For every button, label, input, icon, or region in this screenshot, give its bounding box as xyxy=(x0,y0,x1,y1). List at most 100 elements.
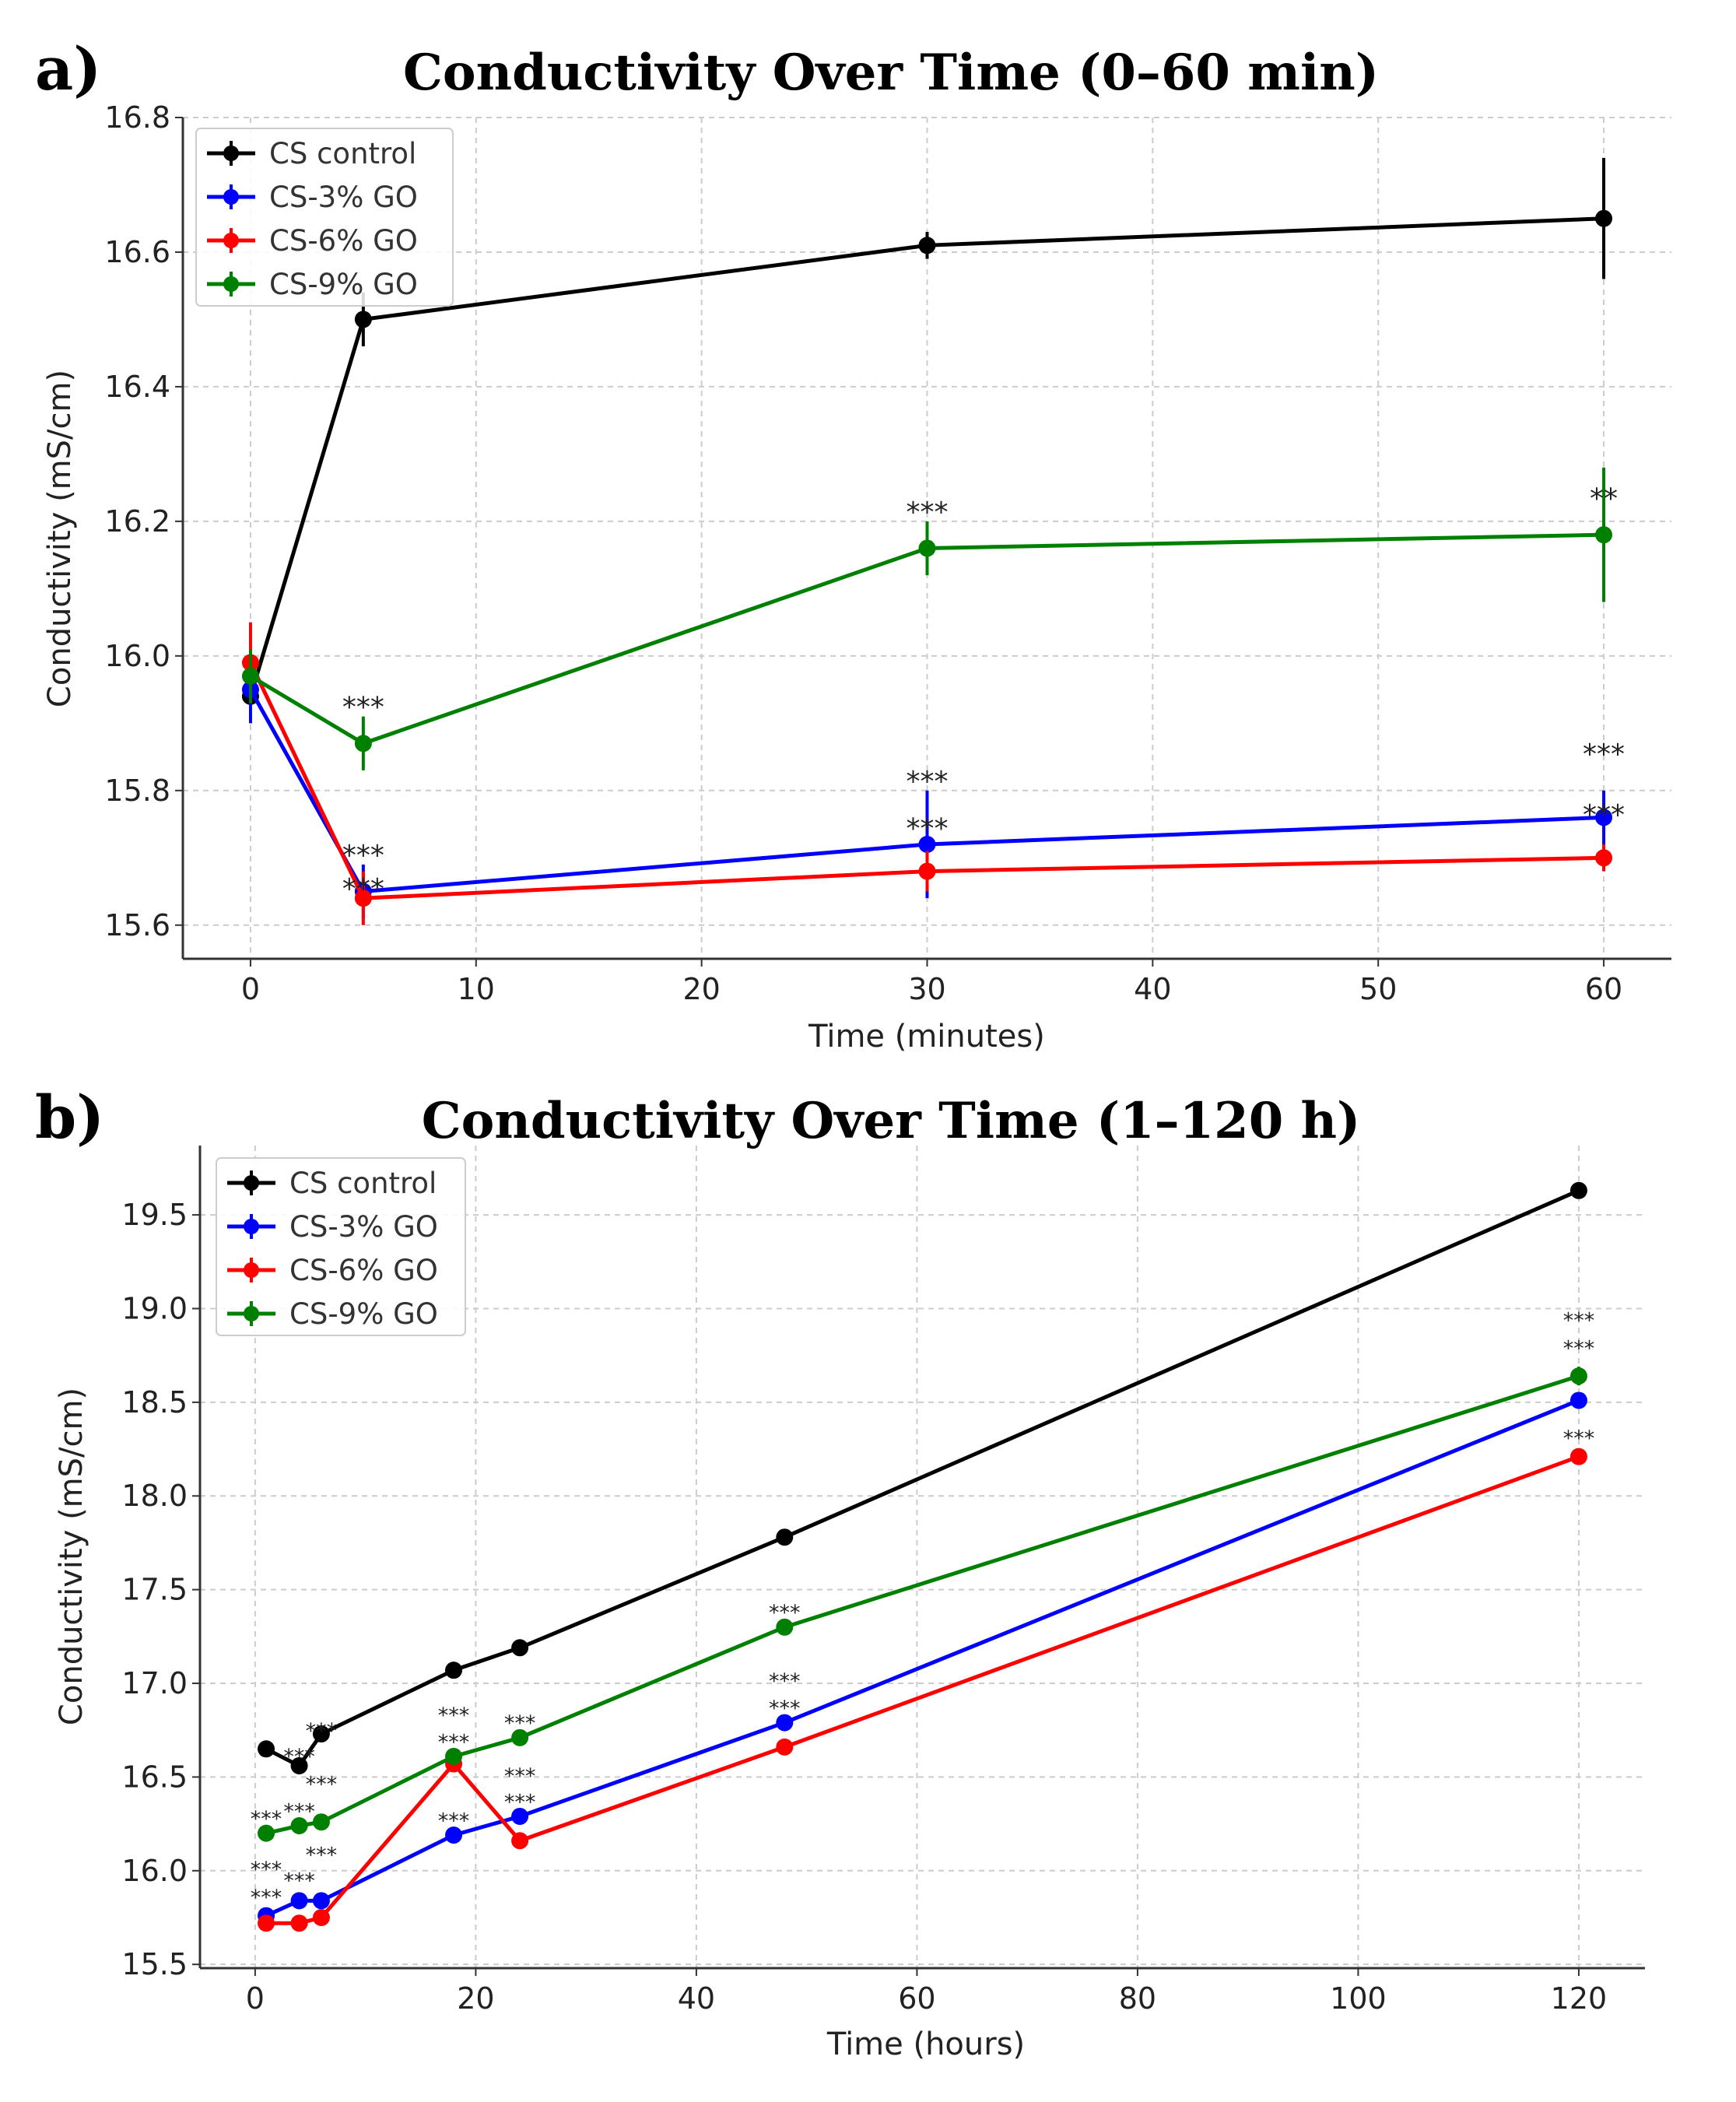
x-tick-label: 100 xyxy=(1330,1981,1387,2016)
significance-label: *** xyxy=(769,1669,801,1693)
significance-label: *** xyxy=(1563,1426,1595,1451)
legend-item: CS control xyxy=(207,137,416,170)
legend-label: CS control xyxy=(289,1167,437,1200)
significance-label: *** xyxy=(1583,799,1625,831)
y-tick-label: 15.6 xyxy=(104,908,170,942)
legend-label: CS-3% GO xyxy=(289,1210,438,1244)
legend-item: CS control xyxy=(227,1167,437,1200)
data-point xyxy=(312,1725,330,1743)
data-point xyxy=(445,1662,463,1679)
significance-label: *** xyxy=(342,840,384,872)
data-point xyxy=(354,311,372,328)
chart-panel-a: a) Conductivity Over Time (0–60 min) Tim… xyxy=(35,34,1671,1055)
series-cs-9-go xyxy=(241,467,1613,770)
series-cs-6-go xyxy=(258,1448,1587,1932)
y-tick-label: 16.6 xyxy=(104,235,170,269)
x-tick-label: 0 xyxy=(246,1981,265,2016)
data-point xyxy=(918,835,936,853)
x-axis-label: Time (hours) xyxy=(826,2027,1025,2062)
panel-label: b) xyxy=(35,1083,104,1152)
data-point xyxy=(918,862,936,880)
data-point xyxy=(241,667,259,685)
y-tick-label: 19.0 xyxy=(121,1291,188,1325)
x-tick-label: 30 xyxy=(908,972,945,1006)
data-point xyxy=(1595,849,1613,867)
data-point xyxy=(290,1756,308,1774)
data-point xyxy=(776,1738,794,1756)
legend-item: CS-9% GO xyxy=(207,268,418,301)
legend-label: CS-9% GO xyxy=(269,268,418,301)
significance-label: *** xyxy=(342,873,384,905)
significance-label: *** xyxy=(306,1719,338,1743)
panel-label: a) xyxy=(35,34,101,104)
data-point xyxy=(354,890,372,907)
data-point xyxy=(1595,526,1613,544)
x-tick-label: 60 xyxy=(898,1981,935,2016)
data-point xyxy=(312,1813,330,1831)
x-tick-label: 20 xyxy=(682,972,720,1006)
x-tick-label: 80 xyxy=(1119,1981,1156,2016)
legend-item: CS-3% GO xyxy=(227,1210,438,1244)
data-point xyxy=(258,1914,275,1932)
series-cs-3-go xyxy=(258,1391,1587,1925)
data-point xyxy=(776,1618,794,1636)
y-tick-label: 18.0 xyxy=(121,1479,188,1513)
y-tick-label: 16.8 xyxy=(104,100,170,135)
x-tick-label: 0 xyxy=(241,972,260,1006)
series-line xyxy=(265,1374,1580,1836)
y-axis-label: Conductivity (mS/cm) xyxy=(42,370,78,707)
data-point xyxy=(258,1824,275,1842)
data-point xyxy=(258,1740,275,1758)
data-point xyxy=(776,1528,794,1546)
series-line xyxy=(248,688,1604,894)
significance-label: *** xyxy=(1563,1309,1595,1333)
x-tick-label: 10 xyxy=(458,972,495,1006)
y-tick-label: 17.0 xyxy=(121,1666,188,1700)
y-tick-label: 15.8 xyxy=(104,774,170,808)
significance-label: *** xyxy=(504,1764,536,1788)
y-tick-label: 15.5 xyxy=(121,1947,188,1981)
significance-label: *** xyxy=(907,766,949,798)
significance-label: *** xyxy=(769,1601,801,1625)
x-tick-label: 120 xyxy=(1551,1981,1608,2016)
data-point xyxy=(511,1807,529,1825)
legend: CS control CS-3% GO CS-6% GO CS-9% GO xyxy=(195,128,454,307)
legend-marker-icon xyxy=(223,189,239,205)
series-line xyxy=(248,216,1604,697)
significance-label: *** xyxy=(283,1745,315,1769)
series-cs-9-go xyxy=(258,1367,1587,1842)
significance-label: *** xyxy=(907,812,949,844)
significance-label: *** xyxy=(438,1809,470,1833)
significance-label: *** xyxy=(1563,1337,1595,1361)
data-point xyxy=(312,1892,330,1910)
x-tick-label: 40 xyxy=(1134,972,1171,1006)
significance-label: *** xyxy=(438,1730,470,1754)
data-point xyxy=(1569,1391,1587,1409)
data-point xyxy=(918,539,936,557)
chart-panel-b: b) Conductivity Over Time (1–120 h) Time… xyxy=(35,1083,1645,2062)
legend-marker-icon xyxy=(244,1175,259,1191)
data-point xyxy=(445,1747,463,1765)
data-point xyxy=(290,1817,308,1835)
significance-label: *** xyxy=(1583,739,1625,770)
y-tick-label: 17.5 xyxy=(121,1573,188,1607)
significance-label: *** xyxy=(306,1843,338,1867)
data-point xyxy=(1569,1448,1587,1465)
legend-marker-icon xyxy=(223,233,239,248)
data-point xyxy=(290,1892,308,1910)
series-cs-control xyxy=(258,1181,1587,1774)
data-point xyxy=(312,1908,330,1926)
significance-label: *** xyxy=(251,1858,282,1882)
x-tick-label: 50 xyxy=(1359,972,1397,1006)
significance-label: *** xyxy=(907,497,949,528)
significance-label: *** xyxy=(438,1704,470,1728)
x-axis-label: Time (minutes) xyxy=(808,1019,1045,1055)
legend-label: CS control xyxy=(269,137,416,170)
chart-title: Conductivity Over Time (0–60 min) xyxy=(403,44,1379,102)
x-tick-label: 40 xyxy=(678,1981,715,2016)
legend-marker-icon xyxy=(244,1262,259,1278)
data-point xyxy=(1595,209,1613,227)
data-point xyxy=(445,1827,463,1844)
legend-item: CS-6% GO xyxy=(207,224,418,258)
significance-label: *** xyxy=(306,1773,338,1797)
